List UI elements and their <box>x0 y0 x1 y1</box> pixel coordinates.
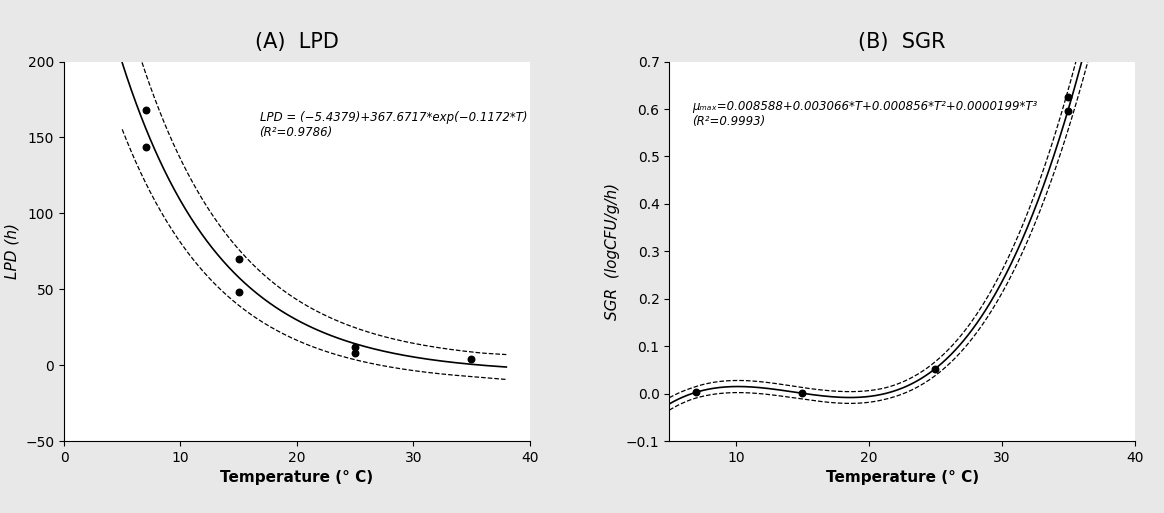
Point <box>229 255 248 263</box>
Point <box>462 355 481 363</box>
Point <box>229 288 248 297</box>
Text: LPD = (−5.4379)+367.6717*exp(−0.1172*T)
(R²=0.9786): LPD = (−5.4379)+367.6717*exp(−0.1172*T) … <box>260 111 527 139</box>
Point <box>136 106 155 114</box>
Point <box>346 343 364 351</box>
X-axis label: Temperature (° C): Temperature (° C) <box>825 470 979 485</box>
Point <box>1059 107 1078 115</box>
Point <box>346 349 364 357</box>
Point <box>687 388 705 397</box>
Y-axis label: LPD (h): LPD (h) <box>5 223 20 280</box>
Point <box>136 143 155 151</box>
Point <box>1059 93 1078 101</box>
Y-axis label: SGR  (logCFU/g/h): SGR (logCFU/g/h) <box>605 183 620 320</box>
Point <box>927 364 945 372</box>
X-axis label: Temperature (° C): Temperature (° C) <box>220 470 374 485</box>
Title: (B)  SGR: (B) SGR <box>858 32 946 52</box>
Point <box>793 389 811 398</box>
Text: μₘₐₓ=0.008588+0.003066*T+0.000856*T²+0.0000199*T³
(R²=0.9993): μₘₐₓ=0.008588+0.003066*T+0.000856*T²+0.0… <box>693 100 1038 128</box>
Title: (A)  LPD: (A) LPD <box>255 32 339 52</box>
